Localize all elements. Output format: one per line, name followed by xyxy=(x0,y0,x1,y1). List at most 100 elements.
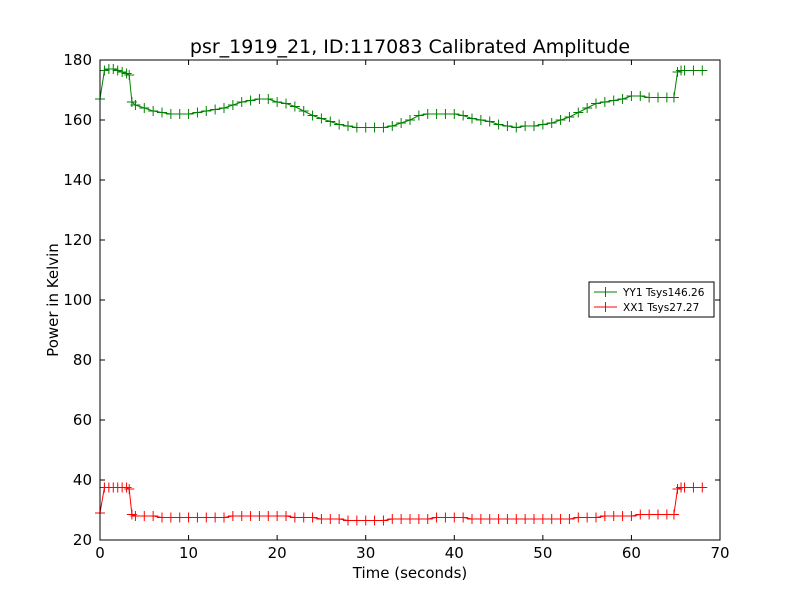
data-point-marker xyxy=(467,514,477,524)
data-point-marker xyxy=(484,116,495,127)
data-point-marker xyxy=(511,122,522,133)
data-point-marker xyxy=(325,116,336,127)
data-point-marker xyxy=(307,512,318,523)
data-point-marker xyxy=(360,122,371,133)
data-point-marker xyxy=(644,509,655,520)
data-point-marker xyxy=(227,511,238,521)
data-point-marker xyxy=(573,107,584,118)
data-point-marker xyxy=(351,515,362,526)
data-point-marker xyxy=(458,110,469,121)
data-point-marker xyxy=(591,98,601,109)
data-point-marker xyxy=(502,121,513,131)
legend-box xyxy=(588,281,715,318)
data-point-marker xyxy=(307,110,318,121)
data-point-marker xyxy=(174,109,185,119)
data-point-marker xyxy=(564,112,575,122)
data-point-marker xyxy=(369,515,380,526)
data-point-marker xyxy=(555,115,566,125)
data-point-marker xyxy=(183,109,194,119)
data-point-marker xyxy=(124,484,135,494)
x-tick-label: 70 xyxy=(710,544,729,562)
data-point-marker xyxy=(281,98,291,109)
data-point-marker xyxy=(529,121,539,131)
data-point-marker xyxy=(511,514,522,524)
data-point-marker xyxy=(130,100,141,110)
data-point-marker xyxy=(537,119,548,130)
data-point-marker xyxy=(369,122,380,133)
data-point-marker xyxy=(608,95,619,106)
y-axis-label: Power in Kelvin xyxy=(44,243,62,357)
legend-label: YY1 Tsys146.26 xyxy=(622,287,705,299)
data-point-marker xyxy=(668,92,679,103)
data-point-marker xyxy=(405,115,415,125)
data-point-marker xyxy=(617,94,628,104)
y-tick-label: 100 xyxy=(63,291,92,309)
data-point-marker xyxy=(688,65,699,76)
data-point-marker xyxy=(688,482,699,493)
data-point-marker xyxy=(298,512,309,523)
data-point-marker xyxy=(378,515,389,526)
data-point-marker xyxy=(599,511,610,521)
data-point-marker xyxy=(608,511,619,521)
data-point-marker xyxy=(378,122,389,133)
data-point-marker xyxy=(99,65,110,76)
data-point-marker xyxy=(413,110,424,121)
data-point-marker xyxy=(582,103,593,113)
data-point-marker xyxy=(139,511,150,521)
data-point-marker xyxy=(537,514,548,524)
data-point-marker xyxy=(502,514,513,524)
data-point-marker xyxy=(422,109,433,119)
data-point-marker xyxy=(573,512,584,523)
data-point-marker xyxy=(245,95,256,106)
x-tick-label: 40 xyxy=(445,544,464,562)
data-point-marker xyxy=(467,113,477,124)
data-point-marker xyxy=(546,514,557,524)
x-axis-label: Time (seconds) xyxy=(352,564,468,582)
data-point-marker xyxy=(121,482,132,493)
data-point-marker xyxy=(343,515,353,526)
data-point-marker xyxy=(192,512,203,523)
data-point-marker xyxy=(360,515,371,526)
data-point-marker xyxy=(254,511,265,521)
data-point-marker xyxy=(236,511,247,521)
data-point-marker xyxy=(697,482,708,493)
x-tick-label: 30 xyxy=(356,544,375,562)
data-point-marker xyxy=(219,103,229,113)
data-point-marker xyxy=(108,64,119,74)
data-point-marker xyxy=(112,65,123,76)
data-point-marker xyxy=(635,509,646,520)
y-tick-label: 120 xyxy=(63,231,92,249)
data-point-marker xyxy=(219,512,229,523)
data-point-marker xyxy=(117,67,128,77)
data-point-marker xyxy=(626,91,637,101)
data-point-marker xyxy=(316,514,327,524)
y-tick-label: 140 xyxy=(63,171,92,189)
data-point-marker xyxy=(165,109,176,119)
y-tick-label: 80 xyxy=(73,351,92,369)
data-point-marker xyxy=(475,514,486,524)
data-point-marker xyxy=(653,509,663,520)
data-point-marker xyxy=(564,514,575,524)
data-point-marker xyxy=(644,92,655,103)
data-point-marker xyxy=(387,121,398,131)
data-point-marker xyxy=(281,511,291,521)
legend-entry: YY1 Tsys146.26 xyxy=(594,287,705,299)
data-point-marker xyxy=(148,511,159,521)
data-point-marker xyxy=(124,70,135,80)
data-point-marker xyxy=(431,109,442,119)
data-point-marker xyxy=(405,514,415,524)
data-point-marker xyxy=(165,512,176,523)
x-tick-label: 60 xyxy=(622,544,641,562)
data-point-marker xyxy=(599,97,610,107)
data-point-marker xyxy=(396,514,407,524)
data-point-marker xyxy=(493,119,504,130)
data-point-marker xyxy=(236,97,247,107)
data-point-marker xyxy=(245,511,256,521)
data-point-marker xyxy=(582,512,593,523)
data-point-marker xyxy=(139,103,150,113)
data-point-marker xyxy=(272,97,283,107)
legend: YY1 Tsys146.26 XX1 Tsys27.27 xyxy=(588,281,715,318)
plot-area xyxy=(95,64,708,526)
data-point-marker xyxy=(697,65,708,76)
data-point-marker xyxy=(555,514,566,524)
